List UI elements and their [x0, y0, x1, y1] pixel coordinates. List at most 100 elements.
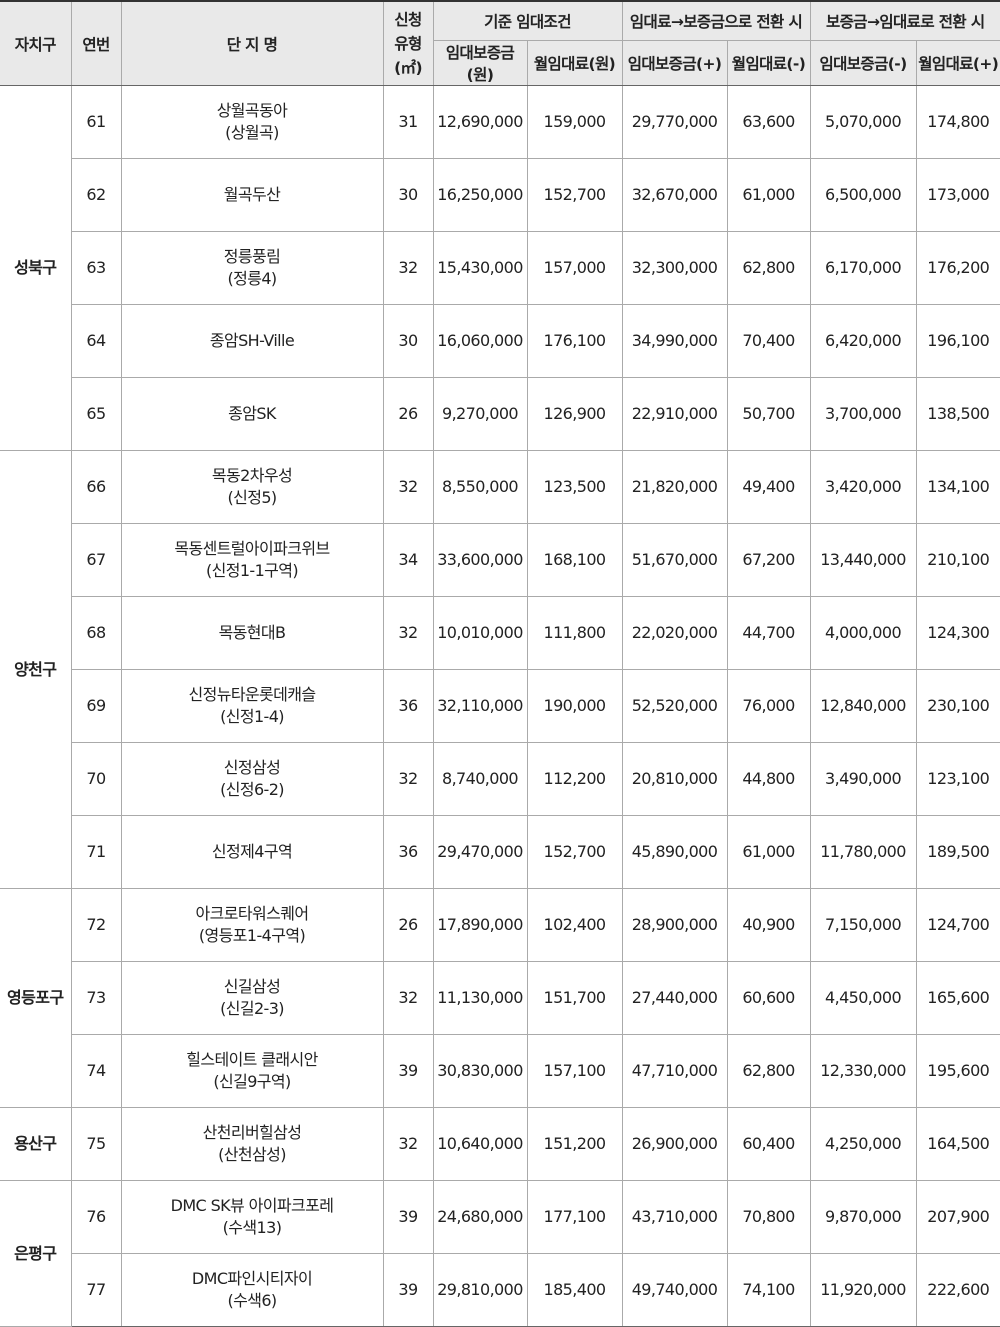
base-deposit-cell: 11,130,000 — [432, 961, 528, 1035]
conv2-deposit-cell: 3,490,000 — [809, 742, 917, 816]
complex-name-cell: 목동센트럴아이파크위브 (신정1-1구역) — [120, 523, 384, 597]
conv2-deposit-cell: 4,250,000 — [809, 1107, 917, 1181]
conv1-deposit-cell: 51,670,000 — [621, 523, 728, 597]
conv2-rent-cell: 230,100 — [915, 669, 1000, 743]
number-cell: 73 — [70, 961, 122, 1035]
complex-name-cell: 신길삼성 (신길2-3) — [120, 961, 384, 1035]
district-cell: 영등포구 — [0, 888, 72, 1108]
type-cell: 31 — [382, 85, 434, 159]
table-row: 용산구 75 산천리버힐삼성 (산천삼성) 32 10,640,000 151,200 26… — [0, 1107, 1000, 1181]
conv1-deposit-cell: 45,890,000 — [621, 815, 728, 889]
number-cell: 65 — [70, 377, 122, 451]
header-complex-name: 단 지 명 — [120, 0, 384, 86]
base-deposit-cell: 8,550,000 — [432, 450, 528, 524]
header-district: 자치구 — [0, 0, 72, 86]
conv2-rent-cell: 196,100 — [915, 304, 1000, 378]
conv1-rent-cell: 76,000 — [726, 669, 811, 743]
base-rent-cell: 151,200 — [526, 1107, 623, 1181]
conv1-deposit-cell: 52,520,000 — [621, 669, 728, 743]
base-deposit-cell: 12,690,000 — [432, 85, 528, 159]
district-cell: 양천구 — [0, 450, 72, 889]
conv1-rent-cell: 67,200 — [726, 523, 811, 597]
conv2-deposit-cell: 4,450,000 — [809, 961, 917, 1035]
base-rent-cell: 151,700 — [526, 961, 623, 1035]
conv2-deposit-cell: 12,840,000 — [809, 669, 917, 743]
conv1-rent-cell: 60,600 — [726, 961, 811, 1035]
conv1-rent-cell: 61,000 — [726, 815, 811, 889]
base-deposit-cell: 10,010,000 — [432, 596, 528, 670]
base-deposit-cell: 16,060,000 — [432, 304, 528, 378]
type-cell: 32 — [382, 596, 434, 670]
conv1-deposit-cell: 29,770,000 — [621, 85, 728, 159]
type-cell: 34 — [382, 523, 434, 597]
base-rent-cell: 123,500 — [526, 450, 623, 524]
type-cell: 39 — [382, 1034, 434, 1108]
type-cell: 39 — [382, 1180, 434, 1254]
type-cell: 36 — [382, 815, 434, 889]
conv1-deposit-cell: 27,440,000 — [621, 961, 728, 1035]
conv2-deposit-cell: 3,420,000 — [809, 450, 917, 524]
header-group-to-rent: 보증금→임대료로 전환 시 — [809, 0, 1000, 41]
complex-name-cell: 힐스테이트 클래시안 (신길9구역) — [120, 1034, 384, 1108]
complex-name-cell: 상월곡동아 (상월곡) — [120, 85, 384, 159]
number-cell: 68 — [70, 596, 122, 670]
conv1-rent-cell: 62,800 — [726, 231, 811, 305]
base-rent-cell: 126,900 — [526, 377, 623, 451]
conv2-deposit-cell: 9,870,000 — [809, 1180, 917, 1254]
conv1-rent-cell: 60,400 — [726, 1107, 811, 1181]
conv1-rent-cell: 44,700 — [726, 596, 811, 670]
conv2-rent-cell: 173,000 — [915, 158, 1000, 232]
district-cell: 성북구 — [0, 85, 72, 451]
base-rent-cell: 185,400 — [526, 1253, 623, 1327]
number-cell: 74 — [70, 1034, 122, 1108]
conv2-deposit-cell: 6,420,000 — [809, 304, 917, 378]
header-group-base: 기준 임대조건 — [432, 0, 623, 41]
number-cell: 64 — [70, 304, 122, 378]
type-cell: 32 — [382, 742, 434, 816]
base-rent-cell: 157,100 — [526, 1034, 623, 1108]
number-cell: 77 — [70, 1253, 122, 1327]
conv1-rent-cell: 61,000 — [726, 158, 811, 232]
conv1-rent-cell: 44,800 — [726, 742, 811, 816]
table-row: 62 월곡두산 30 16,250,000 152,700 32,670,000 61,00… — [0, 158, 1000, 232]
number-cell: 70 — [70, 742, 122, 816]
conv1-deposit-cell: 20,810,000 — [621, 742, 728, 816]
conv2-deposit-cell: 5,070,000 — [809, 85, 917, 159]
table-body: 성북구 61 상월곡동아 (상월곡) 31 12,690,000 159,000 29,77… — [0, 85, 1000, 1327]
table-row: 64 종암SH-Ville 30 16,060,000 176,100 34,990,00… — [0, 304, 1000, 378]
table-row: 70 신정삼성 (신정6-2) 32 8,740,000 112,200 20,810,0… — [0, 742, 1000, 816]
conv2-rent-cell: 195,600 — [915, 1034, 1000, 1108]
header-base-deposit: 임대보증금(원) — [433, 40, 528, 86]
conv1-deposit-cell: 43,710,000 — [621, 1180, 728, 1254]
conv2-rent-cell: 176,200 — [915, 231, 1000, 305]
base-deposit-cell: 17,890,000 — [432, 888, 528, 962]
base-deposit-cell: 24,680,000 — [432, 1180, 528, 1254]
complex-name-cell: 신정뉴타운롯데캐슬 (신정1-4) — [120, 669, 384, 743]
complex-name-cell: 신정삼성 (신정6-2) — [120, 742, 384, 816]
base-rent-cell: 157,000 — [526, 231, 623, 305]
conv1-rent-cell: 63,600 — [726, 85, 811, 159]
header-number: 연번 — [70, 0, 122, 86]
conv2-deposit-cell: 12,330,000 — [809, 1034, 917, 1108]
complex-name-cell: 종암SH-Ville — [120, 304, 384, 378]
conv1-rent-cell: 62,800 — [726, 1034, 811, 1108]
conv1-deposit-cell: 22,020,000 — [621, 596, 728, 670]
base-rent-cell: 176,100 — [526, 304, 623, 378]
conv2-deposit-cell: 13,440,000 — [809, 523, 917, 597]
conv2-deposit-cell: 6,170,000 — [809, 231, 917, 305]
base-deposit-cell: 10,640,000 — [432, 1107, 528, 1181]
base-deposit-cell: 29,810,000 — [432, 1253, 528, 1327]
base-deposit-cell: 8,740,000 — [432, 742, 528, 816]
base-rent-cell: 112,200 — [526, 742, 623, 816]
table-row: 77 DMC파인시티자이 (수색6) 39 29,810,000 185,400 49,7… — [0, 1253, 1000, 1327]
conv2-deposit-cell: 11,780,000 — [809, 815, 917, 889]
base-rent-cell: 152,700 — [526, 158, 623, 232]
conv2-rent-cell: 138,500 — [915, 377, 1000, 451]
number-cell: 67 — [70, 523, 122, 597]
complex-name-cell: 월곡두산 — [120, 158, 384, 232]
complex-name-cell: 정릉풍림 (정릉4) — [120, 231, 384, 305]
number-cell: 71 — [70, 815, 122, 889]
base-rent-cell: 111,800 — [526, 596, 623, 670]
complex-name-cell: DMC파인시티자이 (수색6) — [120, 1253, 384, 1327]
conv1-rent-cell: 70,400 — [726, 304, 811, 378]
